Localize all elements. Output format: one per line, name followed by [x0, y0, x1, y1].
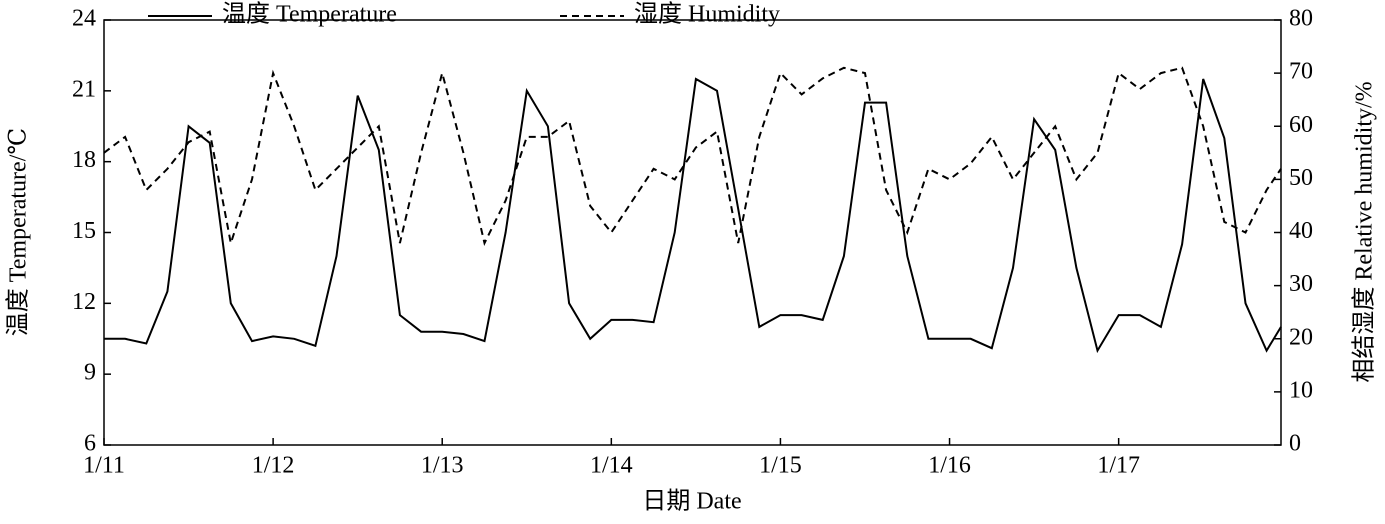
y-axis-title: 温度 Temperature/℃ [5, 128, 32, 336]
y2-tick-label: 70 [1289, 59, 1313, 85]
y2-tick-label: 60 [1289, 112, 1313, 138]
y2-tick-label: 40 [1289, 218, 1313, 244]
y2-tick-label: 50 [1289, 165, 1313, 191]
y-tick-label: 21 [72, 76, 96, 102]
y2-tick-label: 10 [1289, 377, 1313, 403]
x-tick-label: 1/14 [590, 453, 633, 479]
legend-label: 湿度 Humidity [634, 1, 780, 28]
x-axis-title: 日期 Date [642, 489, 741, 515]
x-tick-label: 1/13 [421, 453, 464, 479]
series-line [104, 77, 1282, 354]
y2-tick-label: 0 [1289, 431, 1301, 457]
y-tick-label: 6 [84, 431, 96, 457]
y2-axis-title: 相结湿度 Relative humidity/% [1351, 81, 1378, 382]
x-tick-label: 1/11 [83, 453, 125, 479]
y-tick-label: 9 [84, 360, 96, 386]
x-tick-label: 1/15 [759, 453, 802, 479]
y2-tick-label: 80 [1289, 6, 1313, 32]
legend-label: 温度 Temperature [222, 1, 397, 28]
x-tick-label: 1/16 [928, 453, 971, 479]
y-tick-label: 12 [72, 289, 96, 315]
x-tick-label: 1/12 [252, 453, 295, 479]
y2-tick-label: 30 [1289, 271, 1313, 297]
x-tick-label: 1/17 [1097, 453, 1140, 479]
y-tick-label: 15 [72, 218, 96, 244]
y-tick-label: 18 [72, 147, 96, 173]
y2-tick-label: 20 [1289, 324, 1313, 350]
series-line [103, 66, 1282, 248]
plot-frame [103, 19, 1282, 446]
y-tick-label: 24 [72, 6, 96, 32]
